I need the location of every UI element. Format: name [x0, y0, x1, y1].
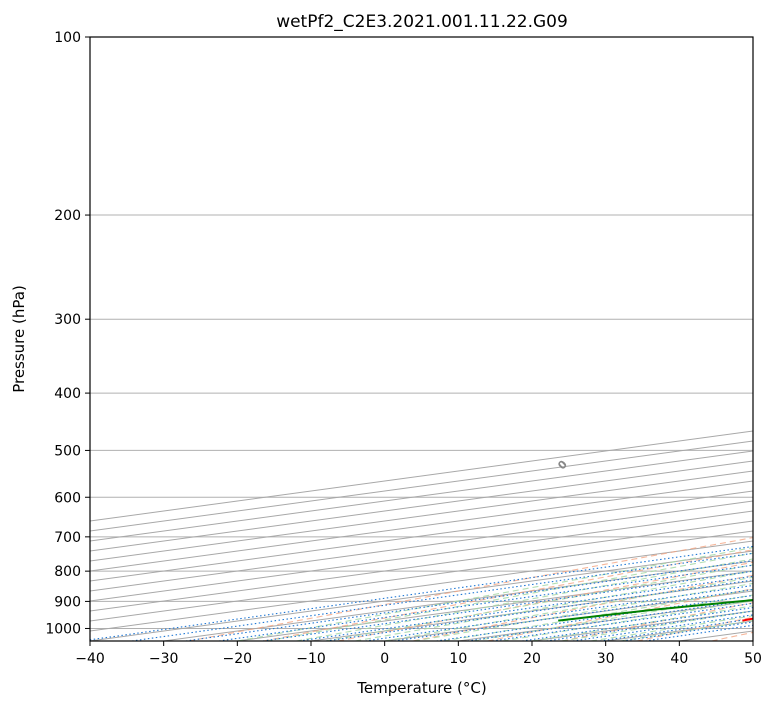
y-tick-label: 500	[54, 443, 81, 459]
moist-adiabat-line	[325, 564, 753, 641]
x-tick-label: −20	[223, 651, 253, 667]
moist-adiabat-line	[355, 570, 753, 641]
moist-adiabat-line	[561, 610, 753, 641]
mixing-ratio-line	[546, 610, 753, 641]
dry-adiabat-line	[263, 549, 753, 641]
moist-adiabat-line	[531, 605, 753, 641]
mixing-ratio-line	[522, 606, 753, 641]
isotherm-grid-line	[90, 520, 753, 612]
background-lines	[90, 37, 753, 641]
dry-adiabat-line	[711, 631, 753, 641]
y-tick-label: 1000	[45, 621, 81, 637]
moist-adiabat-line	[266, 552, 753, 641]
isotherm-grid-line	[752, 640, 753, 641]
moist-adiabat-line	[473, 594, 753, 641]
x-tick-label: −40	[75, 651, 105, 667]
y-tick-label: 800	[54, 564, 81, 580]
x-tick-label: −30	[149, 651, 179, 667]
isotherm-grid-line	[90, 490, 753, 582]
dry-adiabat-line	[636, 616, 753, 641]
moist-adiabat-line	[502, 600, 753, 641]
moist-adiabat-line	[620, 619, 753, 641]
y-tick-label: 300	[54, 312, 81, 328]
mixing-ratio-line	[185, 560, 753, 641]
x-tick-label: 20	[523, 651, 541, 667]
dry-adiabat-line	[487, 588, 753, 641]
y-tick-label: 600	[54, 490, 81, 506]
mixing-ratio-line	[326, 579, 753, 641]
isotherm-label: 0	[555, 458, 570, 473]
chart-title: wetPf2_C2E3.2021.001.11.22.G09	[276, 12, 568, 32]
x-axis: −40 −30 −20 −10 0 10 20 30 40 50	[75, 641, 762, 667]
y-tick-label: 700	[54, 530, 81, 546]
y-axis-title: Pressure (hPa)	[10, 285, 28, 393]
mixing-ratio-line	[394, 588, 753, 641]
moist-adiabat-line	[384, 576, 753, 641]
isotherm-grid-line	[384, 590, 753, 641]
isotherm-grid-line	[90, 530, 753, 622]
x-tick-label: 50	[744, 651, 762, 667]
temperature-profile-line	[742, 617, 753, 622]
isotherm-grid-line	[90, 460, 753, 552]
isotherm-grid-line	[310, 580, 753, 641]
y-tick-label: 100	[54, 30, 81, 46]
dry-adiabat-line	[338, 561, 753, 641]
mixing-ratio-line	[467, 599, 753, 641]
isotherm-grid-line	[90, 470, 753, 562]
y-tick-label: 200	[54, 208, 81, 224]
x-axis-title: Temperature (°C)	[356, 679, 486, 697]
isotherm-grid-line	[531, 610, 753, 641]
isotherm-grid-line	[90, 510, 753, 602]
moist-adiabat-line	[237, 547, 753, 641]
x-tick-label: 30	[597, 651, 615, 667]
mixing-ratio-line	[90, 545, 753, 641]
dry-adiabat-line	[412, 574, 753, 641]
x-tick-label: 10	[449, 651, 467, 667]
x-tick-label: 0	[380, 651, 389, 667]
isotherm-grid-line	[90, 500, 753, 592]
isotherm-grid-line	[90, 540, 753, 632]
y-axis: 100 200 300 400 500 600 700 800 900 1000	[45, 30, 90, 637]
isotherm-grid-line	[90, 550, 753, 641]
x-tick-label: 40	[670, 651, 688, 667]
dry-adiabat-line	[562, 602, 753, 641]
dry-adiabat-line	[188, 537, 753, 641]
moist-adiabat-line	[443, 588, 753, 641]
x-tick-label: −10	[296, 651, 326, 667]
moist-adiabat-line	[414, 582, 753, 641]
y-tick-label: 400	[54, 386, 81, 402]
mixing-ratio-line	[436, 594, 753, 641]
y-tick-label: 900	[54, 594, 81, 610]
isotherm-grid-line	[90, 450, 753, 542]
mixing-ratio-line	[492, 602, 753, 641]
isotherm-grid-line	[679, 630, 753, 641]
isotherm-grid-line	[90, 480, 753, 572]
plot-frame	[89, 36, 754, 642]
